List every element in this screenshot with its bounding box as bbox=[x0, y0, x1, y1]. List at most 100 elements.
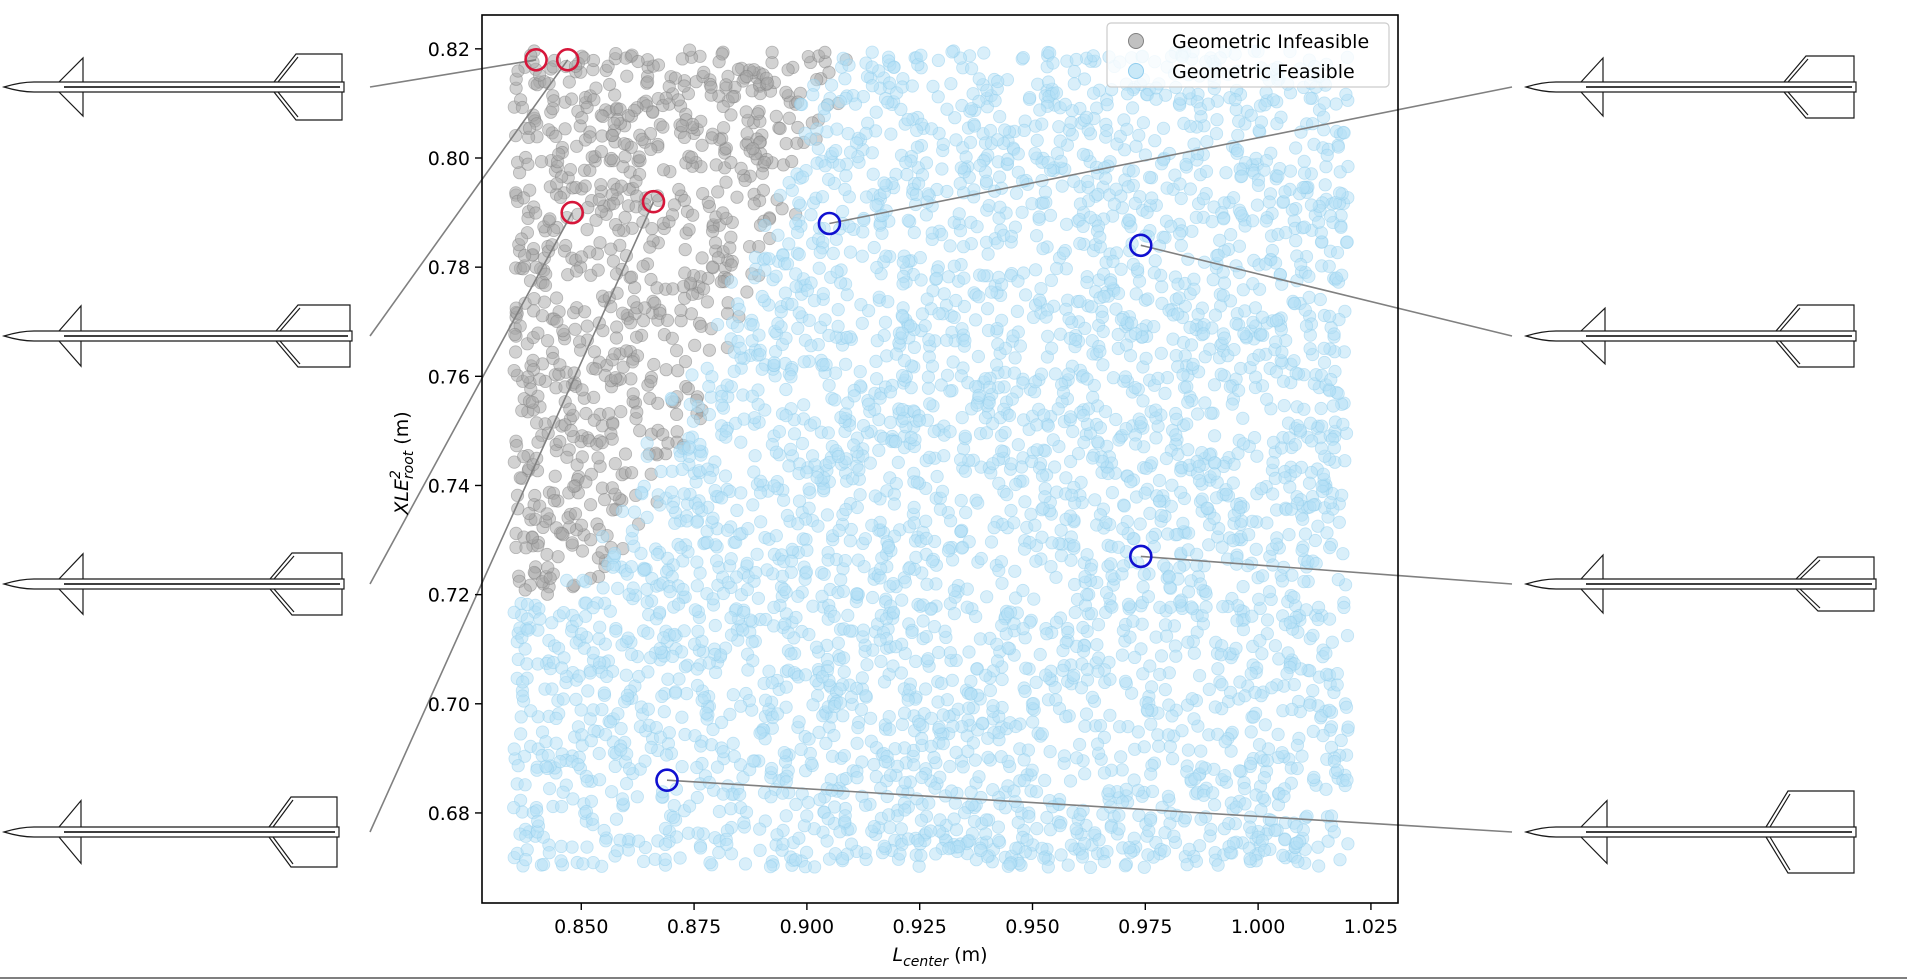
feasible-point bbox=[964, 785, 978, 799]
feasible-point bbox=[789, 280, 803, 294]
feasible-point bbox=[778, 286, 793, 300]
feasible-point bbox=[923, 824, 938, 838]
feasible-point bbox=[778, 617, 792, 631]
feasible-point bbox=[662, 726, 676, 740]
feasible-point bbox=[1187, 712, 1201, 726]
feasible-point bbox=[1192, 474, 1207, 488]
feasible-point bbox=[1217, 276, 1232, 290]
feasible-point bbox=[1065, 488, 1079, 502]
feasible-point bbox=[609, 624, 623, 638]
feasible-point bbox=[986, 457, 1000, 471]
feasible-point bbox=[1341, 837, 1355, 851]
feasible-point bbox=[1034, 367, 1049, 381]
feasible-point bbox=[1289, 366, 1303, 380]
infeasible-point bbox=[584, 533, 598, 547]
feasible-point bbox=[1153, 600, 1167, 615]
feasible-point bbox=[1176, 368, 1190, 382]
feasible-point bbox=[865, 590, 880, 605]
feasible-point bbox=[659, 748, 674, 762]
feasible-point bbox=[714, 715, 729, 730]
feasible-point bbox=[1036, 242, 1050, 256]
feasible-point bbox=[1329, 271, 1344, 285]
feasible-point bbox=[869, 105, 883, 119]
feasible-point bbox=[1000, 487, 1014, 502]
feasible-point bbox=[798, 668, 813, 682]
feasible-point bbox=[545, 616, 559, 630]
feasible-point bbox=[1001, 607, 1015, 621]
feasible-point bbox=[690, 662, 704, 676]
feasible-point bbox=[1080, 588, 1094, 602]
feasible-point bbox=[837, 748, 852, 763]
feasible-point bbox=[831, 636, 845, 650]
feasible-point bbox=[1080, 110, 1094, 124]
feasible-point bbox=[1289, 234, 1303, 248]
infeasible-point bbox=[553, 190, 568, 204]
feasible-point bbox=[979, 827, 993, 841]
feasible-point bbox=[507, 742, 521, 756]
feasible-point bbox=[1106, 371, 1121, 385]
feasible-point bbox=[1149, 92, 1163, 106]
feasible-point bbox=[685, 368, 699, 382]
feasible-point bbox=[990, 654, 1005, 668]
feasible-point bbox=[1063, 410, 1078, 424]
feasible-point bbox=[944, 77, 958, 91]
feasible-point bbox=[936, 736, 950, 751]
feasible-point bbox=[1169, 649, 1183, 663]
feasible-point bbox=[1026, 715, 1040, 729]
infeasible-point bbox=[583, 130, 597, 144]
feasible-point bbox=[688, 603, 702, 617]
feasible-point bbox=[1153, 667, 1167, 682]
feasible-point bbox=[1071, 446, 1086, 461]
x-tick-label: 1.000 bbox=[1231, 916, 1285, 938]
feasible-point bbox=[531, 657, 545, 671]
feasible-point bbox=[694, 739, 708, 753]
infeasible-point bbox=[682, 223, 696, 237]
feasible-point bbox=[1294, 257, 1308, 272]
infeasible-point bbox=[618, 447, 633, 461]
feasible-point bbox=[1019, 661, 1033, 675]
feasible-point bbox=[611, 707, 625, 721]
feasible-point bbox=[855, 316, 869, 330]
feasible-point bbox=[1207, 467, 1221, 481]
feasible-point bbox=[748, 271, 762, 285]
infeasible-point bbox=[635, 132, 649, 146]
infeasible-point bbox=[626, 387, 640, 401]
feasible-point bbox=[653, 641, 667, 656]
feasible-point bbox=[652, 605, 667, 619]
feasible-point bbox=[738, 857, 753, 871]
feasible-point bbox=[1160, 181, 1174, 195]
feasible-point bbox=[881, 95, 895, 110]
feasible-point bbox=[888, 435, 903, 449]
infeasible-point bbox=[785, 154, 799, 169]
feasible-point bbox=[869, 372, 884, 386]
feasible-point bbox=[882, 709, 896, 724]
feasible-point bbox=[1260, 613, 1275, 627]
feasible-point bbox=[1122, 213, 1136, 227]
feasible-point bbox=[1091, 737, 1105, 751]
feasible-point bbox=[1118, 674, 1133, 688]
feasible-point bbox=[574, 703, 588, 717]
feasible-point bbox=[675, 759, 689, 774]
infeasible-point bbox=[609, 331, 624, 345]
feasible-point bbox=[1298, 303, 1312, 317]
infeasible-point bbox=[656, 163, 671, 177]
feasible-point bbox=[910, 123, 924, 137]
feasible-point bbox=[765, 676, 779, 690]
feasible-point bbox=[986, 699, 1000, 713]
feasible-point bbox=[907, 340, 922, 354]
feasible-point bbox=[820, 834, 834, 848]
feasible-point bbox=[1244, 725, 1258, 739]
feasible-point bbox=[554, 854, 568, 868]
feasible-point bbox=[1297, 574, 1311, 589]
feasible-point bbox=[952, 207, 966, 221]
feasible-point bbox=[1198, 350, 1212, 364]
feasible-point bbox=[1297, 402, 1311, 416]
feasible-point bbox=[782, 176, 796, 190]
x-tick-label: 0.975 bbox=[1118, 916, 1172, 938]
feasible-point bbox=[995, 618, 1009, 633]
feasible-point bbox=[1091, 617, 1106, 632]
feasible-point bbox=[1016, 50, 1030, 65]
infeasible-point bbox=[723, 241, 737, 255]
infeasible-point bbox=[719, 175, 733, 189]
feasible-point bbox=[1037, 851, 1051, 865]
